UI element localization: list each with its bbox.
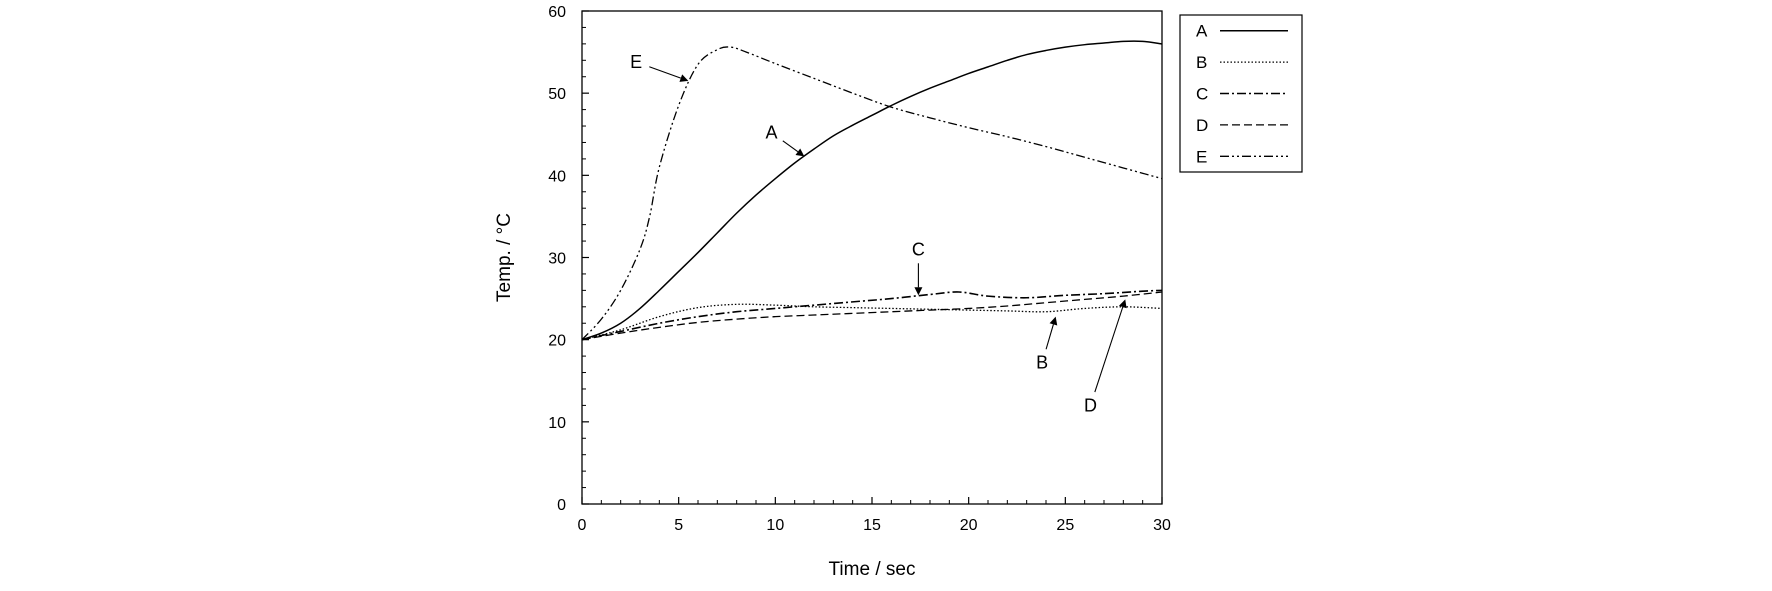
annotation-label-e: E: [630, 52, 642, 72]
y-tick-label: 40: [548, 168, 566, 185]
annotation-label-a: A: [765, 123, 777, 143]
y-tick-label: 30: [548, 251, 566, 268]
annotation-arrow-b: [1045, 324, 1054, 350]
annotation-arrow-e: [649, 66, 681, 79]
legend-label-a: A: [1196, 22, 1208, 41]
series-line-d: [581, 291, 1163, 341]
annotation-label-b: B: [1036, 353, 1048, 373]
x-tick-label: 25: [1056, 517, 1074, 534]
y-tick-label: 0: [557, 497, 566, 514]
annotation-label-c: C: [912, 239, 925, 259]
series-line-b: [581, 303, 1163, 341]
x-tick-label: 15: [863, 517, 881, 534]
annotation-arrowhead-a: [795, 148, 805, 157]
y-tick-label: 60: [548, 4, 566, 21]
x-tick-label: 0: [578, 517, 587, 534]
x-tick-label: 5: [674, 517, 683, 534]
annotation-arrow-a: [782, 140, 799, 153]
axis-ticks: 0 5 10 15 20 25 30 0 10 20 30 40 50 60: [548, 4, 1171, 534]
y-tick-label: 20: [548, 333, 566, 350]
annotation-arrowhead-c: [914, 287, 923, 296]
legend-label-d: D: [1196, 116, 1208, 135]
plot-area: [581, 10, 1163, 505]
annotation-arrowhead-b: [1049, 316, 1058, 326]
series-lines: [581, 40, 1163, 341]
x-tick-label: 10: [766, 517, 784, 534]
legend-label-b: B: [1196, 53, 1207, 72]
series-line-c: [581, 289, 1163, 341]
series-line-a: [581, 40, 1163, 341]
y-axis-title: Temp. / °C: [494, 213, 515, 302]
plot-frame: [581, 10, 1163, 505]
annotation-label-d: D: [1084, 395, 1097, 415]
x-axis-title: Time / sec: [829, 559, 916, 580]
legend-label-e: E: [1196, 147, 1207, 166]
series-line-e: [581, 46, 1163, 341]
y-tick-label: 10: [548, 415, 566, 432]
annotation-arrow-d: [1094, 306, 1124, 393]
y-tick-label: 50: [548, 86, 566, 103]
x-tick-label: 30: [1153, 517, 1171, 534]
legend-label-c: C: [1196, 85, 1208, 104]
annotation-arrowhead-e: [679, 74, 689, 82]
x-tick-label: 20: [960, 517, 978, 534]
annotations: E A C B D: [630, 52, 1127, 415]
annotation-arrowhead-d: [1118, 299, 1127, 309]
